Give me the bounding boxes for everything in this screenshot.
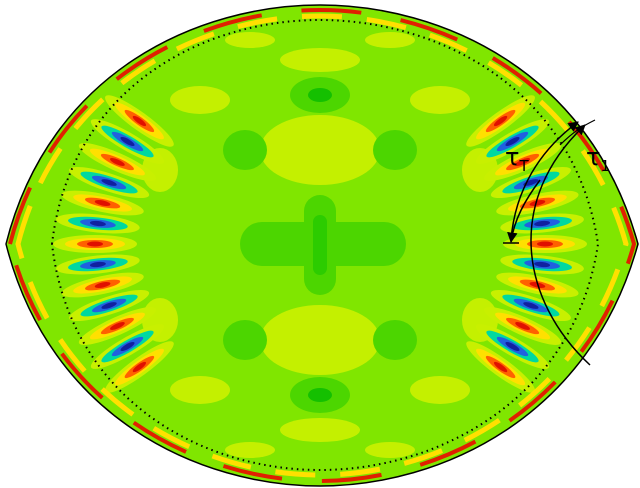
contour-blob bbox=[110, 158, 125, 166]
contour-blob bbox=[101, 179, 117, 186]
subscript: 1 bbox=[600, 157, 610, 175]
contour-blob bbox=[534, 261, 551, 268]
ray bbox=[559, 119, 596, 146]
contour-blob bbox=[87, 241, 103, 247]
contour-blob bbox=[89, 220, 106, 227]
contour-blob bbox=[132, 115, 147, 127]
contour-blob bbox=[534, 220, 551, 227]
contour-blob bbox=[313, 215, 327, 275]
contour-blob bbox=[493, 361, 508, 373]
contour-blob bbox=[120, 341, 135, 352]
contour-blob bbox=[373, 320, 417, 360]
contour-blob bbox=[365, 442, 415, 458]
contour-blob bbox=[529, 200, 546, 206]
contour-blob bbox=[308, 388, 332, 402]
contour-blob bbox=[537, 241, 553, 247]
subscript: T bbox=[518, 157, 529, 175]
contour-blob bbox=[373, 130, 417, 170]
label-tau-t: τT bbox=[505, 143, 529, 175]
arrow-tau-1 bbox=[530, 124, 591, 366]
symbol: τ bbox=[586, 143, 600, 171]
contour-blob bbox=[308, 88, 332, 102]
contour-blob bbox=[410, 376, 470, 404]
contour-blob bbox=[89, 261, 106, 268]
arrow-tau-t bbox=[510, 121, 579, 241]
contour-blob bbox=[94, 200, 111, 206]
contour-blob bbox=[515, 322, 530, 330]
symbol: τ bbox=[505, 143, 519, 171]
caustic bbox=[50, 18, 600, 472]
contour-blob bbox=[101, 302, 117, 309]
contour-blob bbox=[365, 32, 415, 48]
contour-blob bbox=[120, 136, 135, 147]
contour-blob bbox=[223, 320, 267, 360]
contour-blob bbox=[515, 158, 530, 166]
arrow-tau-t-down bbox=[507, 179, 541, 244]
contours bbox=[7, 7, 637, 484]
contour-blob bbox=[493, 115, 508, 127]
contour-blob bbox=[260, 115, 380, 185]
contour-blob bbox=[523, 302, 539, 309]
contour-blob bbox=[15, 13, 629, 478]
contour-blob bbox=[280, 48, 360, 72]
contour-blob bbox=[523, 179, 539, 186]
contour-blob bbox=[280, 418, 360, 442]
contour-blob bbox=[170, 86, 230, 114]
contour-blob bbox=[225, 442, 275, 458]
contour-blob bbox=[132, 361, 147, 373]
contour-blob bbox=[410, 86, 470, 114]
label-tau-1: τ1 bbox=[586, 143, 610, 175]
boundary bbox=[5, 4, 639, 487]
contour-blob bbox=[170, 376, 230, 404]
contour-blob bbox=[505, 341, 520, 352]
contour-blob bbox=[225, 32, 275, 48]
contour-blob bbox=[505, 136, 520, 147]
contour-blob bbox=[110, 322, 125, 330]
contour-blob bbox=[7, 7, 637, 484]
contour-blob bbox=[260, 305, 380, 375]
contour-blob bbox=[94, 282, 111, 288]
contour-blob bbox=[223, 130, 267, 170]
